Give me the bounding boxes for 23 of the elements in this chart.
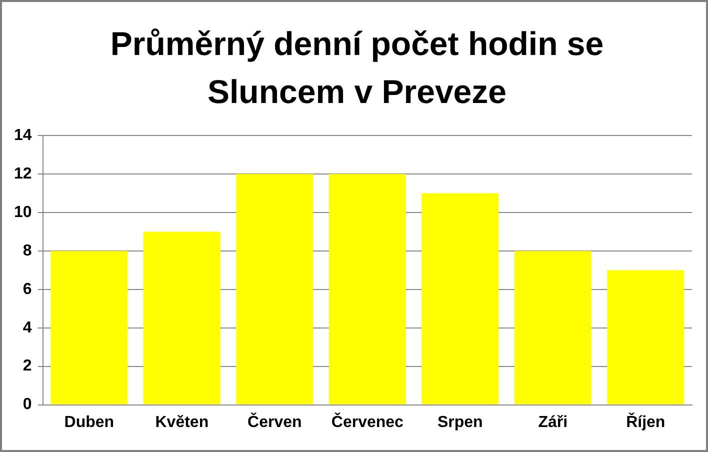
bar — [328, 174, 406, 404]
y-tick-label: 0 — [22, 396, 32, 414]
y-tick-label: 12 — [14, 165, 32, 182]
bar — [422, 193, 499, 404]
y-tick-label: 2 — [22, 358, 32, 375]
x-tick-label: Srpen — [437, 414, 483, 431]
chart-title: Průměrný denní počet hodin se Sluncem v Preveze — [109, 24, 605, 112]
x-tick-label: Červenec — [331, 412, 404, 431]
bar — [514, 250, 592, 404]
y-tick-label: 8 — [22, 242, 32, 260]
x-tick-label: Duben — [64, 414, 114, 431]
x-tick-label: Říjen — [626, 412, 666, 431]
x-tick-label: Červen — [248, 412, 302, 431]
bar — [607, 270, 684, 404]
bar — [143, 232, 220, 404]
x-tick-label: Záři — [538, 414, 568, 431]
y-tick-label: 10 — [14, 204, 32, 221]
x-tick-label: Květen — [155, 414, 209, 431]
y-tick-label: 4 — [22, 319, 32, 336]
bar — [50, 250, 128, 404]
y-tick-label: 14 — [14, 127, 32, 144]
bar — [236, 174, 314, 404]
y-tick-label: 6 — [22, 280, 32, 298]
